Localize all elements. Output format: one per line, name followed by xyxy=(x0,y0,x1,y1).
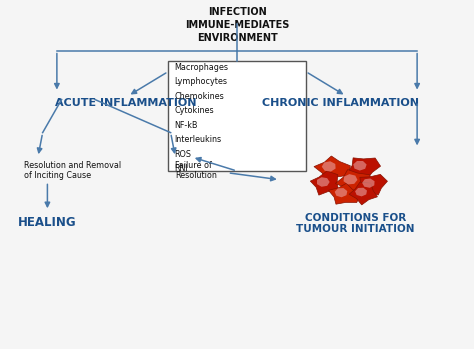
Text: Lymphocytes: Lymphocytes xyxy=(174,77,228,86)
Polygon shape xyxy=(317,177,330,187)
Polygon shape xyxy=(310,171,339,195)
Text: HEALING: HEALING xyxy=(18,216,77,229)
Polygon shape xyxy=(349,182,377,205)
Polygon shape xyxy=(314,156,350,180)
Polygon shape xyxy=(362,178,374,188)
Text: Cytokines: Cytokines xyxy=(174,106,214,115)
Text: ROS: ROS xyxy=(174,150,191,158)
Polygon shape xyxy=(347,158,381,179)
Text: ACUTE INFLAMMATION: ACUTE INFLAMMATION xyxy=(55,98,196,108)
Text: CONDITIONS FOR
TUMOUR INITIATION: CONDITIONS FOR TUMOUR INITIATION xyxy=(296,213,415,235)
Text: CHRONIC INFLAMMATION: CHRONIC INFLAMMATION xyxy=(263,98,419,108)
Text: INFECTION
IMMUNE-MEDIATES
ENVIRONMENT: INFECTION IMMUNE-MEDIATES ENVIRONMENT xyxy=(185,7,289,43)
Polygon shape xyxy=(358,174,387,195)
FancyBboxPatch shape xyxy=(168,61,306,171)
Text: Interleukins: Interleukins xyxy=(174,135,221,144)
Polygon shape xyxy=(335,188,347,197)
Text: Resolution and Removal
of Inciting Cause: Resolution and Removal of Inciting Cause xyxy=(24,161,121,180)
Polygon shape xyxy=(335,170,372,194)
Polygon shape xyxy=(344,174,357,184)
Polygon shape xyxy=(353,161,366,171)
Polygon shape xyxy=(355,188,367,196)
Polygon shape xyxy=(328,183,361,204)
Text: Chemokines: Chemokines xyxy=(174,92,224,101)
Text: RNI: RNI xyxy=(174,164,188,173)
Text: NF-kB: NF-kB xyxy=(174,121,198,130)
Text: Macrophages: Macrophages xyxy=(174,63,228,72)
Polygon shape xyxy=(322,161,336,172)
Text: Failure of
Resolution: Failure of Resolution xyxy=(175,161,217,180)
